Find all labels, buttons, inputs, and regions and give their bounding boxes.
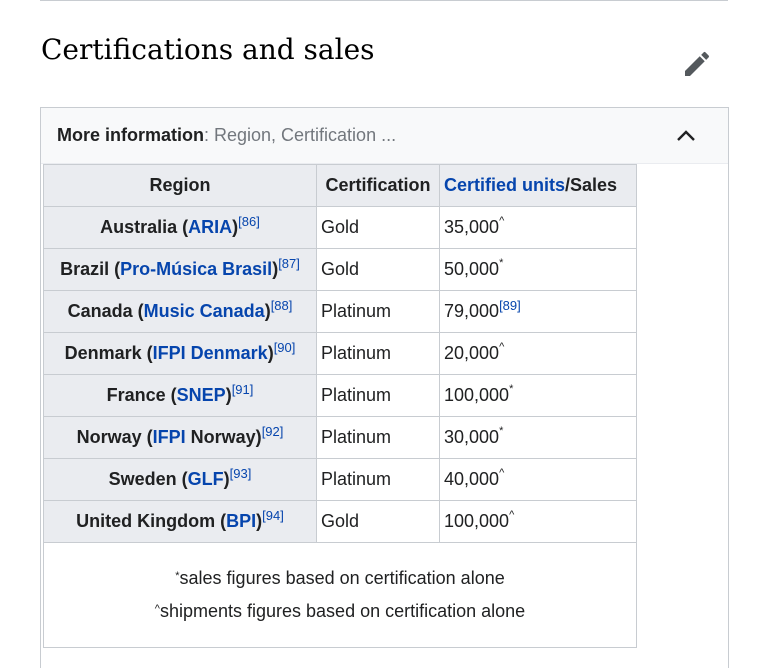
certification-cell: Platinum xyxy=(316,374,440,417)
collapsible-header[interactable]: More information: Region, Certification … xyxy=(41,108,728,164)
table-row: Brazil (Pro-Música Brasil)[87] Gold 50,0… xyxy=(43,248,637,291)
region-cell: Australia (ARIA)[86] xyxy=(43,206,317,249)
header-region: Region xyxy=(43,164,317,207)
certification-cell: Gold xyxy=(316,500,440,543)
region-cell: Norway (IFPI Norway)[92] xyxy=(43,416,317,459)
section-title: Certifications and sales xyxy=(41,33,375,66)
certified-units-link[interactable]: Certified units xyxy=(444,175,566,195)
org-link[interactable]: ARIA xyxy=(188,217,233,237)
region-cell: Canada (Music Canada)[88] xyxy=(43,290,317,333)
table-row: Canada (Music Canada)[88] Platinum 79,00… xyxy=(43,290,637,333)
chevron-up-icon[interactable] xyxy=(674,124,698,148)
table-row: Australia (ARIA)[86] Gold 35,000^ xyxy=(43,206,637,249)
reference-link[interactable]: [93] xyxy=(229,466,252,481)
region-cell: Sweden (GLF)[93] xyxy=(43,458,317,501)
units-cell: 79,000[89] xyxy=(439,290,637,333)
region-cell: France (SNEP)[91] xyxy=(43,374,317,417)
collapsible-label: More information xyxy=(57,125,204,145)
units-cell: 30,000* xyxy=(439,416,637,459)
pencil-icon[interactable] xyxy=(681,48,713,80)
footnote-mark: * xyxy=(509,383,514,395)
certification-cell: Platinum xyxy=(316,290,440,333)
footnote: ^shipments figures based on certificatio… xyxy=(154,601,526,621)
footnote-mark: * xyxy=(499,425,504,437)
footnote-mark: ^ xyxy=(499,215,505,227)
footnote-mark: ^ xyxy=(499,341,505,353)
certification-cell: Platinum xyxy=(316,458,440,501)
reference-link[interactable]: [86] xyxy=(238,214,260,229)
divider xyxy=(40,0,728,2)
region-cell: Brazil (Pro-Música Brasil)[87] xyxy=(43,248,317,291)
reference-link[interactable]: [87] xyxy=(278,256,300,271)
table-row: France (SNEP)[91] Platinum 100,000* xyxy=(43,374,637,417)
table-row: Denmark (IFPI Denmark)[90] Platinum 20,0… xyxy=(43,332,637,375)
org-link[interactable]: Pro-Música Brasil xyxy=(120,259,273,279)
footnotes: *sales figures based on certification al… xyxy=(43,542,637,648)
units-cell: 35,000^ xyxy=(439,206,637,249)
org-link[interactable]: SNEP xyxy=(176,385,226,405)
org-link[interactable]: Music Canada xyxy=(143,301,265,321)
reference-link[interactable]: [88] xyxy=(270,298,293,313)
collapsible-info-box: More information: Region, Certification … xyxy=(40,107,729,668)
units-cell: 40,000^ xyxy=(439,458,637,501)
certification-cell: Gold xyxy=(316,248,440,291)
reference-link[interactable]: [91] xyxy=(231,382,254,397)
table-row: Sweden (GLF)[93] Platinum 40,000^ xyxy=(43,458,637,501)
units-cell: 20,000^ xyxy=(439,332,637,375)
org-link[interactable]: BPI xyxy=(226,511,257,531)
header-units: Certified units/Sales xyxy=(439,164,637,207)
reference-link[interactable]: [89] xyxy=(499,298,521,313)
org-link[interactable]: GLF xyxy=(187,469,224,489)
footnote-mark: ^ xyxy=(509,509,515,521)
org-link[interactable]: IFPI Denmark xyxy=(152,343,268,363)
certification-cell: Platinum xyxy=(316,332,440,375)
org-link[interactable]: IFPI xyxy=(152,427,186,447)
footnote-mark: * xyxy=(499,257,504,269)
region-cell: United Kingdom (BPI)[94] xyxy=(43,500,317,543)
header-certification: Certification xyxy=(316,164,440,207)
certification-cell: Platinum xyxy=(316,416,440,459)
units-cell: 100,000* xyxy=(439,374,637,417)
units-cell: 50,000* xyxy=(439,248,637,291)
certifications-table: Region Certification Certified units/Sal… xyxy=(43,164,637,648)
collapsible-summary: : Region, Certification ... xyxy=(204,125,397,145)
footnote: *sales figures based on certification al… xyxy=(175,568,505,588)
reference-link[interactable]: [90] xyxy=(273,340,296,355)
certification-cell: Gold xyxy=(316,206,440,249)
region-cell: Denmark (IFPI Denmark)[90] xyxy=(43,332,317,375)
table-row: Norway (IFPI Norway)[92] Platinum 30,000… xyxy=(43,416,637,459)
reference-link[interactable]: [94] xyxy=(262,508,284,523)
footnote-mark: ^ xyxy=(499,467,505,479)
units-cell: 100,000^ xyxy=(439,500,637,543)
reference-link[interactable]: [92] xyxy=(261,424,284,439)
table-row: United Kingdom (BPI)[94] Gold 100,000^ xyxy=(43,500,637,543)
